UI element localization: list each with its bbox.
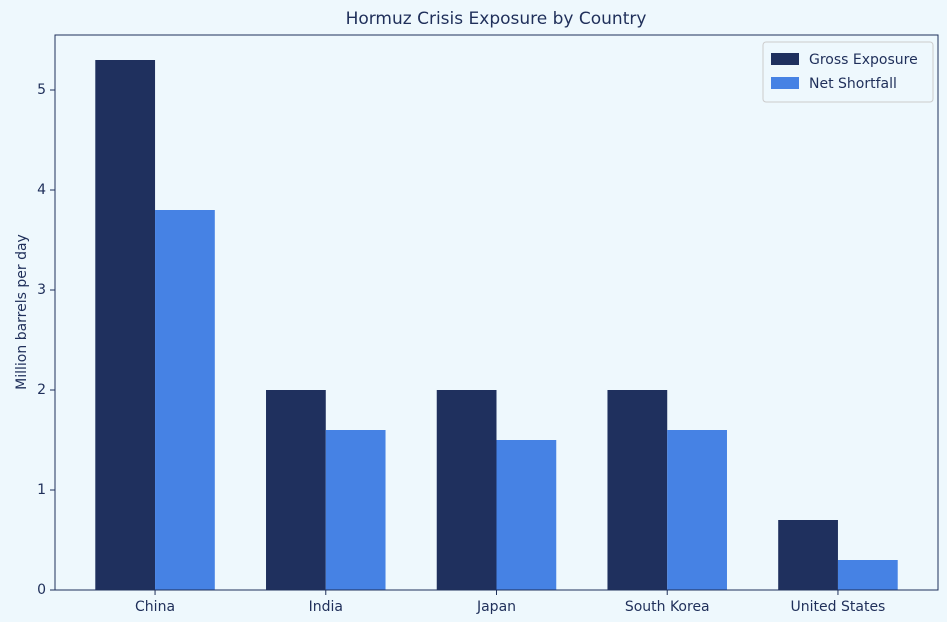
bar [155,210,215,590]
y-tick-label: 1 [37,482,46,498]
bar [496,440,557,590]
plot-frame [54,34,939,591]
legend-box [762,41,934,103]
bar [436,390,497,590]
legend-swatch [771,53,799,65]
legend-label: Gross Exposure [809,52,918,68]
y-tick-label: 5 [37,82,46,98]
bar [266,390,326,590]
bar [778,520,838,590]
y-tick-label: 2 [37,382,46,398]
y-tick-label: 3 [37,282,46,298]
y-tick-label: 0 [37,582,46,598]
x-tick-label: Japan [476,599,516,615]
legend-swatch [771,77,799,89]
bar [607,390,668,590]
x-tick-label: South Korea [625,599,710,615]
chart-title: Hormuz Crisis Exposure by Country [346,9,647,29]
bar [95,60,156,590]
bar [837,560,898,590]
y-axis-label: Million barrels per day [14,234,30,390]
x-tick-label: United States [791,599,886,615]
bar [325,430,386,590]
legend-label: Net Shortfall [809,76,897,92]
y-tick-label: 4 [37,182,46,198]
x-tick-label: India [309,599,343,615]
x-tick-label: China [135,599,175,615]
bar [667,430,727,590]
